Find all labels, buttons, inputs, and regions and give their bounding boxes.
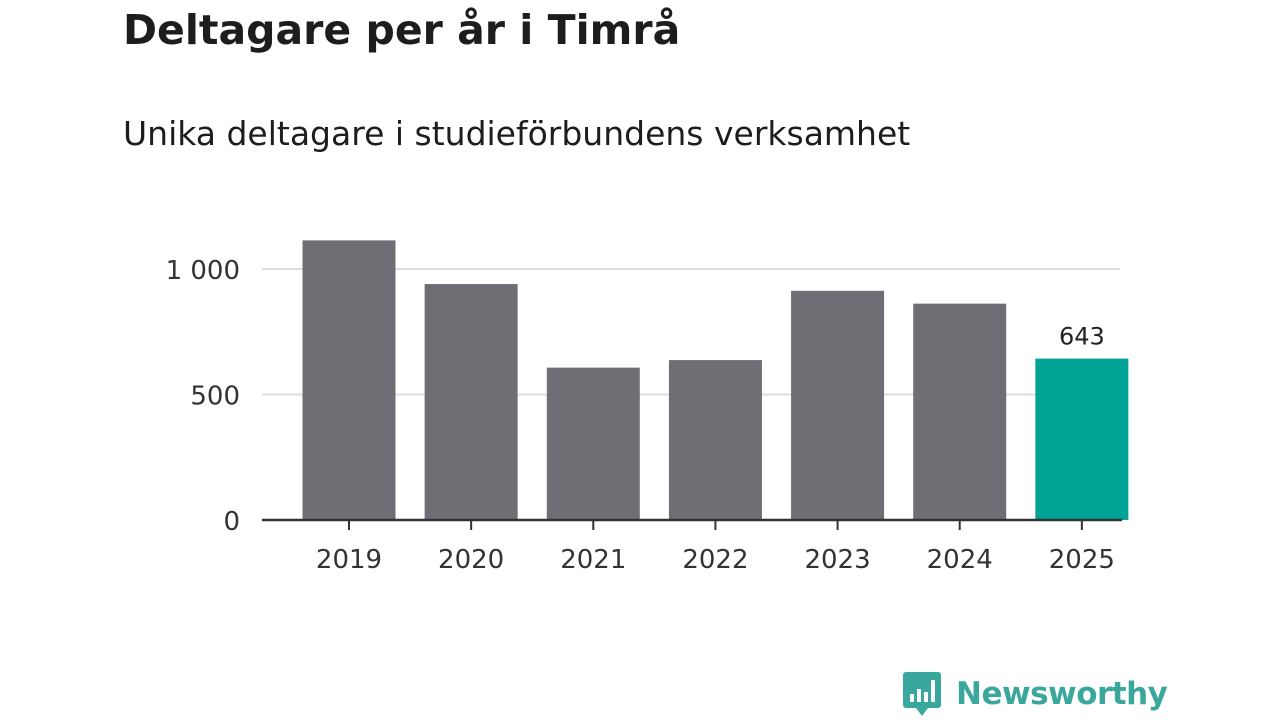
y-tick-label: 500	[190, 382, 240, 412]
x-tick-label: 2019	[316, 545, 382, 575]
x-tick-label: 2024	[927, 545, 993, 575]
bar-2019	[302, 240, 396, 521]
y-tick-label: 1 000	[166, 256, 240, 286]
brand-name: Newsworthy	[956, 676, 1168, 712]
bar-2023	[791, 290, 885, 520]
bar-2021	[546, 367, 640, 520]
x-tick-label: 2025	[1049, 545, 1115, 575]
bar-2024	[913, 303, 1007, 520]
x-tick-label: 2020	[438, 545, 504, 575]
chart-title: Deltagare per år i Timrå	[123, 6, 681, 54]
x-tick-label: 2021	[560, 545, 626, 575]
newsworthy-logo: Newsworthy	[902, 670, 1168, 718]
x-tick-label: 2022	[682, 545, 748, 575]
chart-subtitle: Unika deltagare i studieförbundens verks…	[123, 114, 911, 153]
y-tick-label: 0	[223, 507, 240, 537]
bar-2020	[424, 284, 518, 520]
x-tick-label: 2023	[804, 545, 870, 575]
bar-2025	[1035, 358, 1129, 520]
data-label: 643	[1059, 323, 1105, 351]
bar-chart-speech-bubble-icon	[903, 672, 941, 716]
bar-2022	[668, 360, 762, 520]
